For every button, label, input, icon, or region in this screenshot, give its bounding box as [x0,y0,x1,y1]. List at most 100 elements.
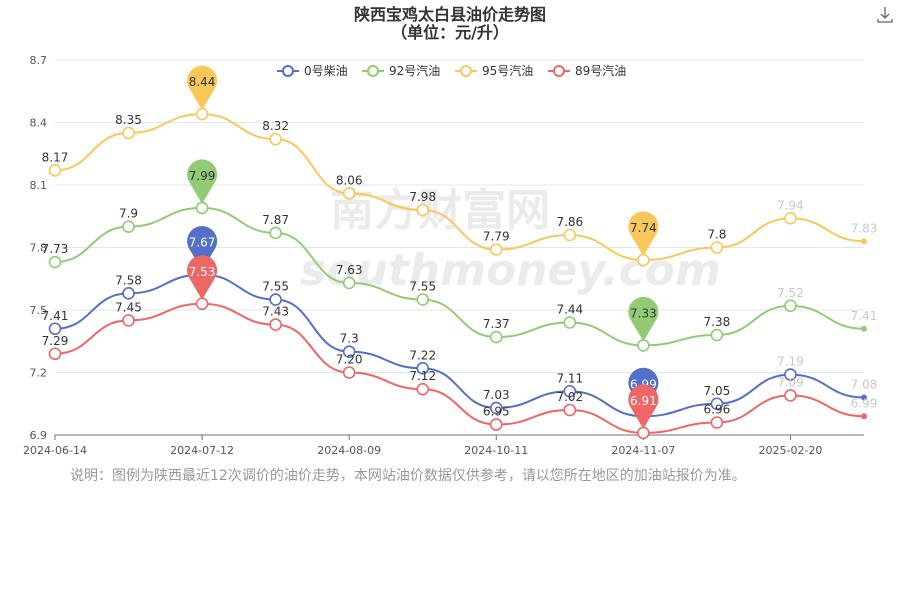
data-point[interactable] [416,362,430,375]
legend-symbol [553,65,565,77]
data-point[interactable] [861,413,867,420]
marker-pin: 7.67 [187,226,218,271]
data-point[interactable] [195,297,209,311]
data-label: 7.8 [707,228,726,242]
data-label: 7.29 [42,334,69,348]
data-point[interactable] [195,201,209,215]
data-label: 7.98 [409,190,436,204]
data-label: 7.63 [336,263,363,277]
y-tick-label: 6.9 [30,429,48,442]
data-point[interactable] [122,314,135,327]
legend-item[interactable]: 89号汽油 [548,63,626,78]
data-point[interactable] [489,243,503,256]
legend-symbol [367,65,379,77]
data-label: 7.02 [556,390,583,404]
marker-pin: 8.44 [187,65,218,111]
data-point[interactable] [122,126,135,140]
data-point[interactable] [563,316,577,329]
data-label: 7.58 [115,273,142,287]
y-tick-label: 8.1 [30,179,48,192]
data-point[interactable] [48,347,62,361]
data-point[interactable] [637,253,650,267]
data-point[interactable] [489,401,503,415]
y-tick-label: 7.5 [30,304,48,317]
data-point[interactable] [48,255,62,269]
data-point[interactable] [861,394,867,401]
data-point[interactable] [416,203,430,217]
data-label: 7.08 [851,378,878,392]
data-label: 7.19 [777,355,804,369]
data-point[interactable] [784,212,797,225]
data-label: 7.52 [777,286,804,300]
legend-label: 89号汽油 [575,63,626,78]
data-point[interactable] [416,382,430,396]
data-point[interactable] [637,426,650,440]
data-point[interactable] [710,241,724,254]
data-point[interactable] [784,299,797,313]
marker-pin: 7.33 [628,296,659,342]
data-label: 7.12 [409,369,436,383]
x-tick-label: 2024-08-09 [317,444,381,457]
pin-shape [628,384,659,429]
data-point[interactable] [269,293,282,306]
legend[interactable]: 0号柴油 92号汽油 95号汽油 89号汽油 [277,63,626,78]
pin-shape [187,65,218,111]
data-point[interactable] [563,403,577,417]
data-label: 8.17 [42,150,69,164]
legend-item[interactable]: 0号柴油 [277,64,348,78]
data-point[interactable] [48,164,62,177]
data-point[interactable] [342,187,356,200]
axes: 6.9 7.2 7.5 7.8 8.1 8.4 8.7 2024-06-14 2024-07-1… [23,54,864,457]
data-point[interactable] [342,366,356,379]
series-line [54,206,865,347]
x-tick-label: 2024-06-14 [23,444,87,457]
data-label: 7.3 [340,332,359,346]
data-point[interactable] [122,287,135,300]
data-point[interactable] [269,318,282,331]
legend-label: 92号汽油 [389,63,440,78]
data-point[interactable] [195,107,209,121]
data-label: 7.94 [777,198,804,212]
data-point[interactable] [710,328,724,342]
legend-item[interactable]: 92号汽油 [362,63,440,78]
data-label: 7.43 [262,305,289,319]
data-point[interactable] [784,368,797,381]
data-point[interactable] [342,345,356,358]
pin-label: 6.91 [630,394,657,408]
data-point[interactable] [48,322,62,336]
data-point[interactable] [342,276,356,290]
data-point[interactable] [784,389,797,402]
data-label: 7.41 [42,309,69,323]
data-label: 7.05 [704,384,731,398]
pin-shape [628,211,659,256]
data-point[interactable] [637,339,650,352]
x-tick-label: 2025-02-20 [758,444,822,457]
data-point[interactable] [861,325,867,332]
data-point[interactable] [710,397,724,411]
data-point[interactable] [563,228,577,242]
legend-item[interactable]: 95号汽油 [455,63,533,78]
legend-symbol [460,65,472,77]
data-point[interactable] [489,418,503,431]
data-point[interactable] [269,226,282,240]
watermark-cn: 南方财富网 [330,185,550,236]
data-point[interactable] [416,293,430,306]
data-label: 7.41 [851,309,878,323]
data-label: 7.55 [262,280,289,294]
pin-label: 7.99 [189,169,216,183]
download-icon[interactable] [876,5,894,25]
legend-symbol [282,65,294,77]
data-label: 7.45 [115,300,142,314]
data-point[interactable] [489,330,503,344]
data-point[interactable] [122,220,135,233]
series-points [48,107,867,440]
y-tick-label: 7.2 [30,367,48,380]
data-label: 7.44 [556,303,583,317]
legend-label: 95号汽油 [482,63,533,78]
data-point[interactable] [861,238,867,245]
data-point[interactable] [563,384,577,398]
data-point[interactable] [710,416,724,429]
watermark: 南方财富网 southmoney.com [300,185,721,296]
y-tick-label: 8.4 [30,117,48,130]
data-point[interactable] [269,132,282,146]
